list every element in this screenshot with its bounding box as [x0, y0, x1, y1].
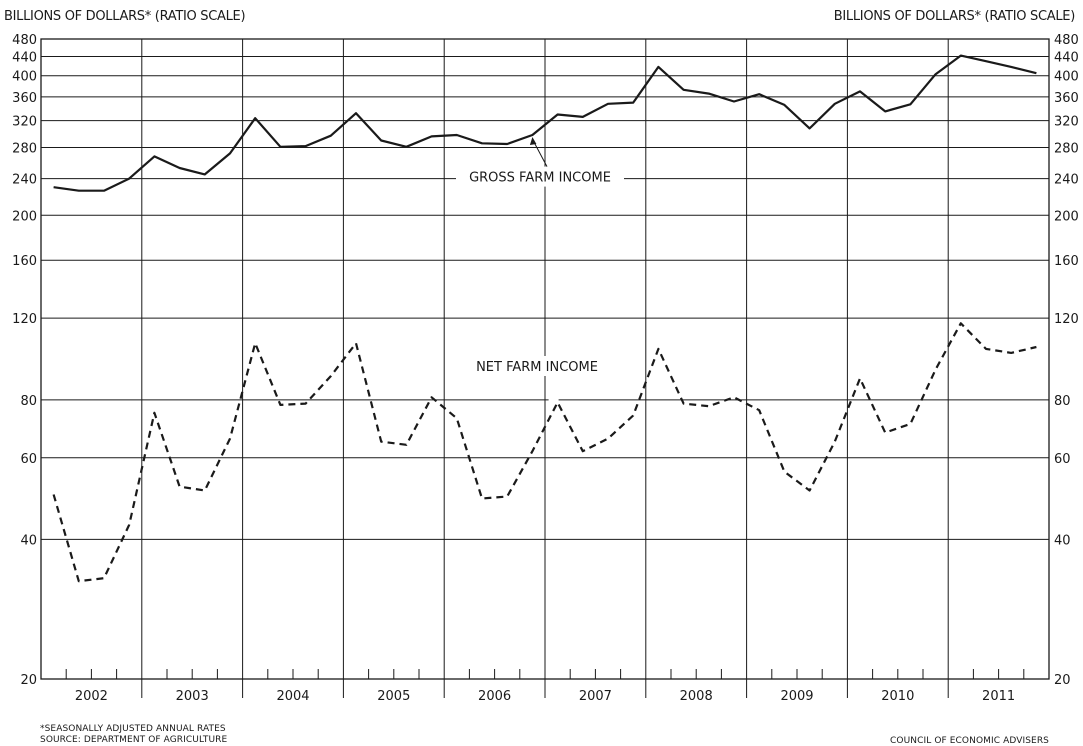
series-annotations: GROSS FARM INCOME NET FARM INCOME: [456, 136, 624, 405]
y-tick-label-left-280: 280: [12, 142, 37, 157]
y-tick-label-right-320: 320: [1054, 115, 1079, 130]
y-tick-label-right-360: 360: [1054, 91, 1079, 106]
credit-note: COUNCIL OF ECONOMIC ADVISERS: [890, 736, 1049, 746]
y-tick-label-left-40: 40: [20, 533, 37, 548]
x-tick-label-2007: 2007: [579, 689, 612, 704]
data-series: [52, 54, 1037, 583]
y-tick-label-left-160: 160: [12, 254, 37, 269]
series-line-gross-farm-income: [53, 54, 1037, 192]
footnote: *SEASONALLY ADJUSTED ANNUAL RATES: [40, 724, 226, 734]
series-line-net-farm-income: [52, 322, 1037, 583]
y-tick-label-left-60: 60: [20, 452, 37, 467]
y-tick-label-right-440: 440: [1054, 51, 1079, 66]
net-farm-income-label: NET FARM INCOME: [476, 360, 598, 375]
x-tick-label-2006: 2006: [478, 689, 511, 704]
axis-ticks: 20 20 40 40 60 60 80 80 120 120 160 160 200 200 240 240…: [12, 33, 1079, 704]
net-farm-income-label-bg: [462, 356, 612, 376]
x-tick-label-2011: 2011: [982, 689, 1015, 704]
y-tick-label-right-160: 160: [1054, 254, 1079, 269]
y-tick-label-left-80: 80: [20, 394, 37, 409]
gross-farm-income-pointer: [532, 140, 548, 167]
gross-farm-income-arrowhead: [529, 136, 537, 145]
gross-farm-income-label-bg: [456, 166, 624, 187]
x-tick-label-2004: 2004: [276, 689, 309, 704]
gross-farm-income-label: GROSS FARM INCOME: [469, 171, 611, 186]
net-farm-income-gap: [548, 392, 559, 405]
y-tick-label-right-80: 80: [1054, 394, 1071, 409]
y-tick-label-right-40: 40: [1054, 533, 1071, 548]
y-tick-label-right-240: 240: [1054, 173, 1079, 188]
right-axis-unit-label: BILLIONS OF DOLLARS* (RATIO SCALE): [833, 9, 1076, 24]
y-tick-label-right-480: 480: [1054, 33, 1079, 48]
left-axis-unit-label: BILLIONS OF DOLLARS* (RATIO SCALE): [4, 9, 246, 24]
x-tick-label-2009: 2009: [780, 689, 813, 704]
year-separator-lines: [141, 39, 949, 698]
x-tick-label-2003: 2003: [176, 689, 209, 704]
y-tick-label-right-120: 120: [1054, 312, 1079, 327]
x-tick-label-2010: 2010: [881, 689, 914, 704]
y-tick-label-left-400: 400: [12, 70, 37, 85]
y-tick-label-left-240: 240: [12, 173, 37, 188]
source-note: SOURCE: DEPARTMENT OF AGRICULTURE: [40, 735, 228, 745]
y-tick-label-left-20: 20: [20, 673, 37, 688]
y-tick-label-right-400: 400: [1054, 70, 1079, 85]
y-tick-label-left-440: 440: [12, 51, 37, 66]
x-tick-label-2002: 2002: [75, 689, 108, 704]
y-tick-label-left-200: 200: [12, 209, 37, 224]
y-tick-label-left-120: 120: [12, 312, 37, 327]
y-tick-label-left-320: 320: [12, 115, 37, 130]
y-tick-label-right-20: 20: [1054, 673, 1071, 688]
y-tick-label-right-60: 60: [1054, 452, 1071, 467]
y-tick-label-left-480: 480: [12, 33, 37, 48]
y-tick-label-left-360: 360: [12, 91, 37, 106]
x-tick-label-2005: 2005: [377, 689, 410, 704]
y-tick-label-right-200: 200: [1054, 209, 1079, 224]
plot-frame: [40, 38, 1050, 680]
y-tick-label-right-280: 280: [1054, 142, 1079, 157]
x-tick-label-2008: 2008: [680, 689, 713, 704]
